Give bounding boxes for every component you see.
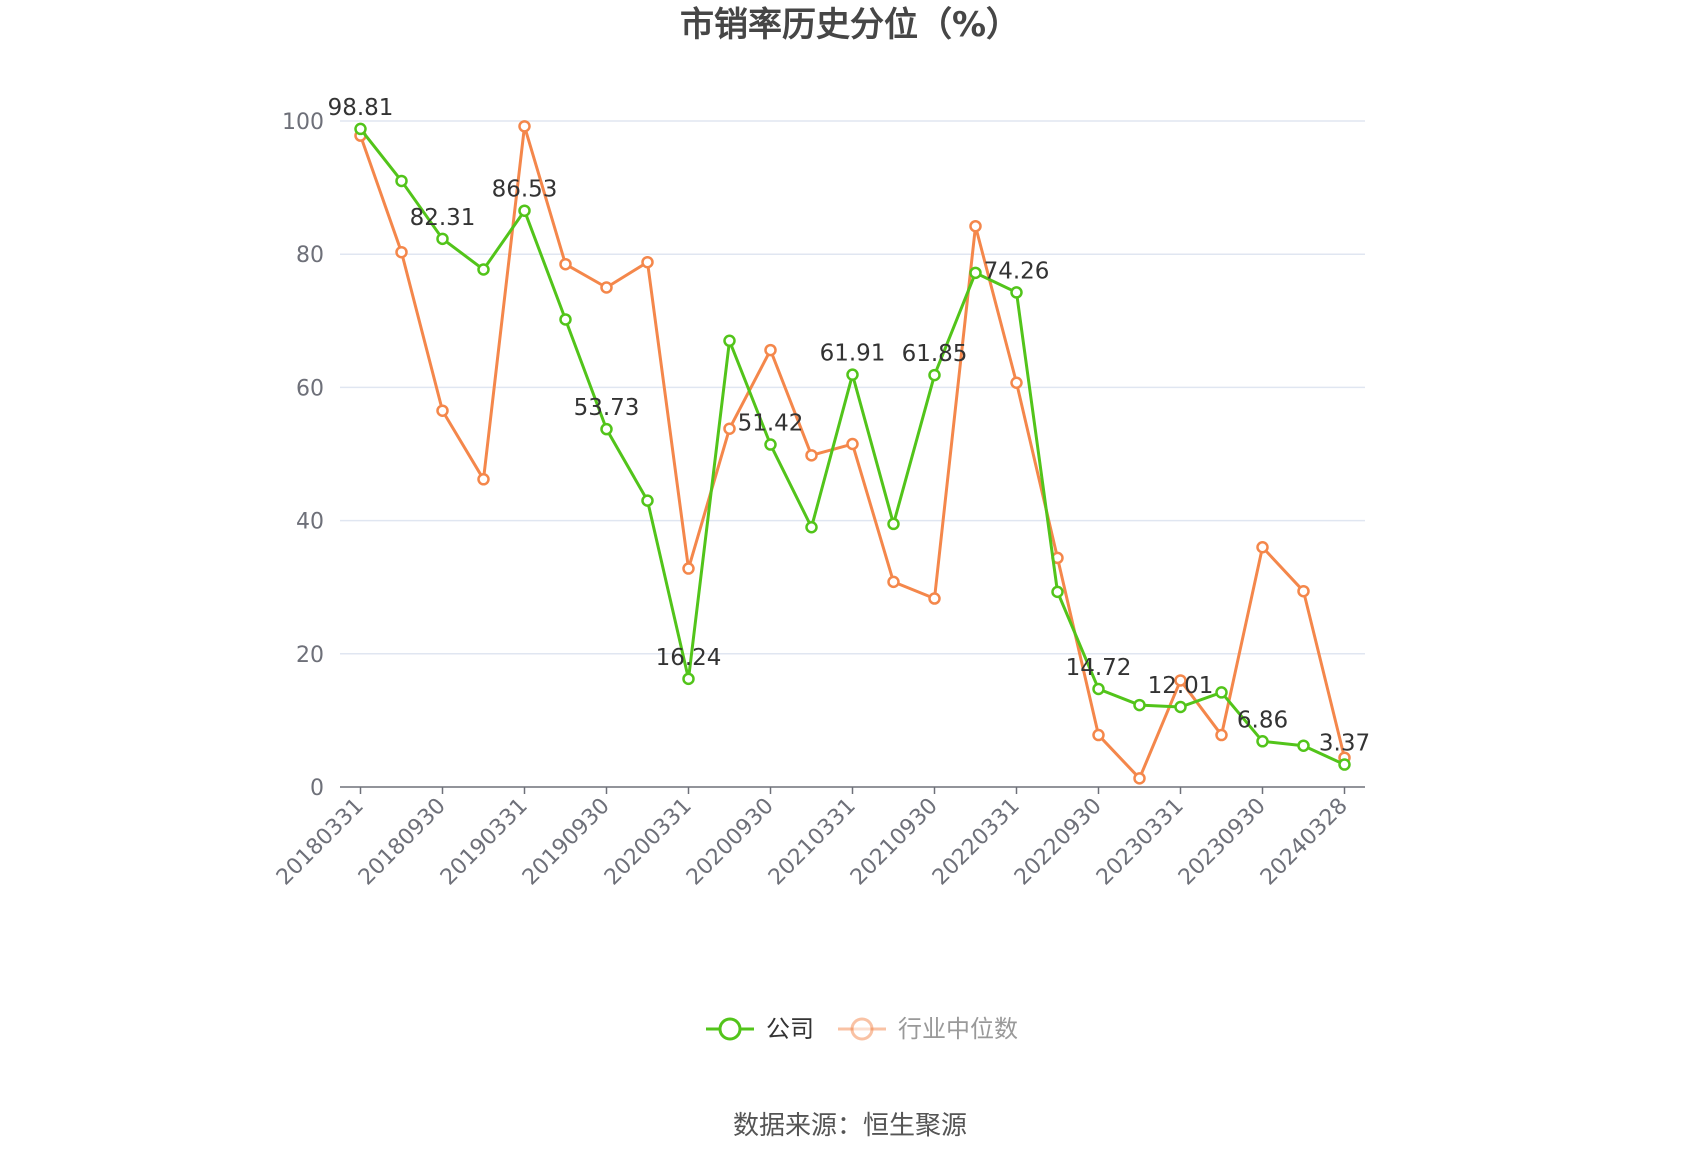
data-point[interactable] [1092, 682, 1105, 696]
data-point[interactable] [764, 438, 777, 451]
data-label: 53.73 [574, 395, 640, 421]
data-point[interactable] [1215, 686, 1228, 699]
data-point[interactable] [969, 219, 982, 233]
legend: 公司 行业中位数 [706, 1015, 1018, 1043]
source-note: 数据来源：恒生聚源 [733, 1111, 967, 1141]
data-point[interactable] [723, 422, 736, 435]
data-point[interactable] [1174, 700, 1187, 714]
series-company [354, 122, 1351, 771]
legend-item-industry-median[interactable]: 行业中位数 [838, 1015, 1018, 1043]
legend-label-company: 公司 [766, 1015, 814, 1043]
data-point[interactable] [1256, 735, 1269, 748]
chart-title: 市销率历史分位（%） [680, 5, 1020, 45]
data-point[interactable] [764, 343, 777, 357]
x-tick-label: 20230930 [1174, 794, 1271, 891]
legend-item-company[interactable]: 公司 [706, 1015, 814, 1043]
data-label: 3.37 [1319, 731, 1370, 757]
series-layer [354, 120, 1351, 785]
y-tick-label: 80 [296, 243, 324, 268]
data-labels: 98.81 82.31 86.53 53.73 16.24 51.42 61.91 61.85… [328, 95, 1371, 757]
x-tick-label: 20240328 [1256, 794, 1353, 891]
data-point[interactable] [395, 174, 408, 188]
x-tick-label: 20190930 [518, 794, 615, 891]
x-tick-label: 20180331 [272, 794, 369, 891]
data-point[interactable] [1010, 286, 1023, 299]
x-tick-label: 20220930 [1010, 794, 1107, 891]
data-point[interactable] [682, 672, 695, 686]
data-point[interactable] [928, 592, 941, 605]
data-point[interactable] [846, 437, 859, 451]
data-point[interactable] [600, 281, 613, 294]
data-point[interactable] [1051, 585, 1064, 599]
legend-label-industry-median: 行业中位数 [898, 1015, 1018, 1043]
data-point[interactable] [354, 122, 367, 136]
data-point[interactable] [682, 562, 695, 575]
data-point[interactable] [887, 517, 900, 531]
y-axis: 0 20 40 60 80 100 [282, 110, 324, 801]
data-point[interactable] [1338, 758, 1351, 771]
data-point[interactable] [477, 473, 490, 486]
x-tick-label: 20210930 [846, 794, 943, 891]
data-label: 82.31 [410, 205, 476, 231]
data-point[interactable] [600, 422, 613, 436]
y-tick-label: 0 [310, 776, 324, 801]
data-point[interactable] [1133, 698, 1146, 712]
data-label: 61.85 [902, 341, 968, 367]
data-point[interactable] [1256, 540, 1269, 554]
data-point[interactable] [518, 204, 531, 217]
data-point[interactable] [1215, 728, 1228, 742]
data-label: 51.42 [738, 411, 804, 437]
data-label: 74.26 [984, 258, 1050, 284]
data-label: 98.81 [328, 95, 394, 121]
data-label: 12.01 [1148, 673, 1214, 699]
data-point[interactable] [1092, 728, 1105, 742]
data-point[interactable] [395, 245, 408, 259]
data-point[interactable] [518, 120, 531, 133]
x-tick-label: 20200930 [682, 794, 779, 891]
data-point[interactable] [477, 263, 490, 276]
data-point[interactable] [1297, 739, 1310, 752]
data-point[interactable] [723, 334, 736, 348]
y-tick-label: 20 [296, 643, 324, 668]
data-point[interactable] [1010, 376, 1023, 389]
y-tick-label: 60 [296, 376, 324, 401]
data-point[interactable] [887, 575, 900, 589]
data-point[interactable] [559, 313, 572, 326]
data-label: 61.91 [820, 341, 886, 367]
data-point[interactable] [969, 266, 982, 280]
data-point[interactable] [805, 449, 818, 462]
data-label: 14.72 [1066, 655, 1132, 681]
data-label: 6.86 [1237, 707, 1288, 733]
x-tick-label: 20210331 [764, 794, 861, 891]
data-point[interactable] [846, 368, 859, 381]
data-point[interactable] [641, 255, 654, 269]
data-point[interactable] [1133, 772, 1146, 785]
y-tick-label: 100 [282, 110, 324, 135]
data-point[interactable] [436, 232, 449, 246]
data-point[interactable] [928, 368, 941, 382]
x-axis: 2018033120180930201903312019093020200331… [272, 786, 1365, 891]
data-point[interactable] [1174, 674, 1187, 687]
x-tick-label: 20190331 [436, 794, 533, 891]
y-tick-label: 40 [296, 510, 324, 535]
x-tick-label: 20230331 [1092, 794, 1189, 891]
data-point[interactable] [1297, 584, 1310, 598]
x-tick-label: 20220331 [928, 794, 1025, 891]
x-tick-label: 20200331 [600, 794, 697, 891]
data-point[interactable] [641, 494, 654, 507]
data-point[interactable] [436, 404, 449, 417]
x-tick-label: 20180930 [354, 794, 451, 891]
data-point[interactable] [805, 521, 818, 534]
data-label: 16.24 [656, 645, 722, 671]
data-point[interactable] [559, 257, 572, 271]
data-label: 86.53 [492, 177, 558, 203]
